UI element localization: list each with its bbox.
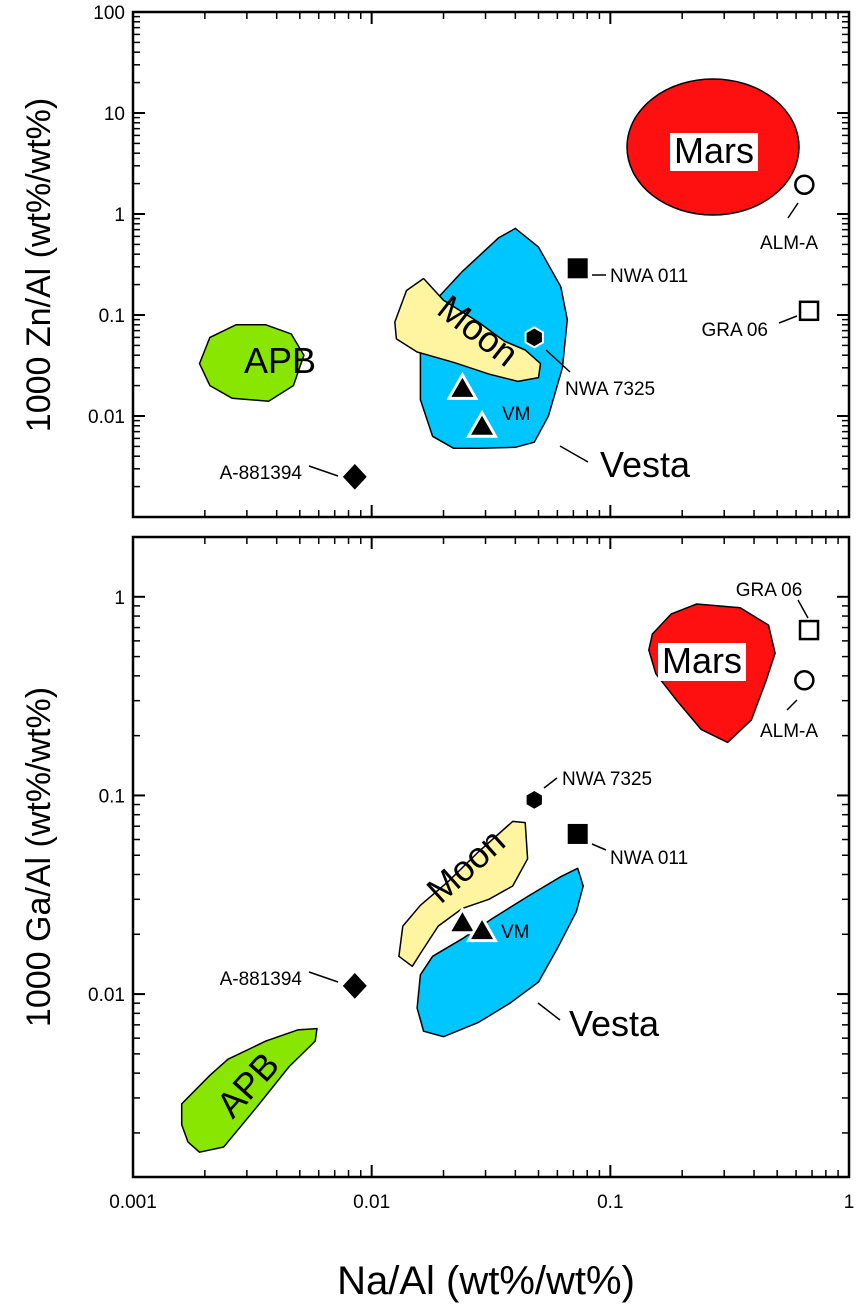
mars-label-box — [658, 643, 746, 681]
mars-label-box — [670, 133, 758, 171]
y-tick-label: 0.1 — [99, 786, 125, 807]
plot-frame — [131, 10, 851, 519]
a-881394-label: A-881394 — [220, 969, 303, 990]
alm-a-marker — [794, 670, 815, 691]
nwa-011-label: NWA 011 — [610, 848, 688, 869]
mars-label: Mars — [674, 130, 754, 171]
alm-a-label: ALM-A — [760, 721, 818, 742]
y-tick-label: 1 — [114, 588, 125, 609]
moon-field — [394, 277, 542, 383]
alm-a-label: ALM-A — [760, 233, 818, 254]
a-881394-marker — [340, 970, 369, 1001]
nwa-011-leader — [591, 843, 607, 851]
vesta-leader — [537, 1002, 561, 1021]
nwa-7325-label: NWA 7325 — [565, 379, 655, 400]
vm-triangle-5-marker-core — [451, 912, 474, 932]
vm-label: VM — [501, 922, 530, 943]
vm-marker-core — [471, 920, 494, 940]
a-881394-label: A-881394 — [220, 463, 303, 484]
apb-label: APB — [244, 340, 316, 381]
vesta-leader — [559, 445, 589, 463]
vesta-label: Vesta — [569, 1003, 660, 1044]
moon-field — [398, 820, 529, 968]
x-tick-label: 0.1 — [597, 1192, 623, 1213]
x-tick-label: 0.001 — [109, 1192, 157, 1213]
nwa-7325-label: NWA 7325 — [562, 769, 652, 790]
mars-label: Mars — [662, 640, 742, 681]
a-881394-leader — [308, 465, 339, 477]
y-tick-label: 0.01 — [88, 985, 125, 1006]
nwa-011-marker — [567, 823, 588, 844]
gra-06-leader — [778, 315, 798, 324]
nwa-7325-marker — [524, 326, 544, 349]
nwa-011-label: NWA 011 — [610, 266, 688, 287]
x-axis-label: Na/Al (wt%/wt%) — [337, 1259, 635, 1303]
alm-a-leader — [786, 699, 798, 711]
x-tick-label: 0.01 — [353, 1192, 390, 1213]
nwa-011-marker — [567, 258, 588, 279]
alm-a-leader — [787, 202, 799, 219]
a-881394-leader — [308, 971, 339, 983]
vesta-label: Vesta — [600, 444, 691, 485]
a-881394-marker — [340, 461, 369, 492]
vm-triangle-5-marker-core — [451, 377, 474, 397]
y-tick-label: 0.1 — [99, 306, 125, 327]
y-tick-label: 10 — [104, 104, 125, 125]
vm-marker-core — [471, 415, 494, 435]
nwa-7325-marker — [524, 788, 544, 812]
nwa-7325-leader — [543, 777, 558, 789]
gra-06-label: GRA 06 — [701, 320, 768, 341]
nwa-7325-leader — [545, 349, 571, 373]
gra-06-marker — [798, 619, 820, 641]
y-axis-label: 1000 Zn/Al (wt%/wt%) — [20, 98, 58, 432]
gra-06-label: GRA 06 — [736, 580, 803, 601]
y-tick-label: 1 — [114, 205, 125, 226]
y-axis-label: 1000 Ga/Al (wt%/wt%) — [20, 687, 58, 1027]
apb-field — [180, 1027, 318, 1153]
alm-a-marker — [794, 174, 815, 195]
gra-06-marker — [798, 300, 820, 322]
x-tick-label: 1 — [844, 1192, 855, 1213]
y-tick-label: 100 — [93, 3, 125, 24]
y-tick-label: 0.01 — [88, 407, 125, 428]
apb-field — [198, 324, 305, 402]
gra-06-leader — [797, 599, 809, 619]
vm-label: VM — [502, 404, 531, 425]
plot-frame — [131, 535, 851, 1179]
